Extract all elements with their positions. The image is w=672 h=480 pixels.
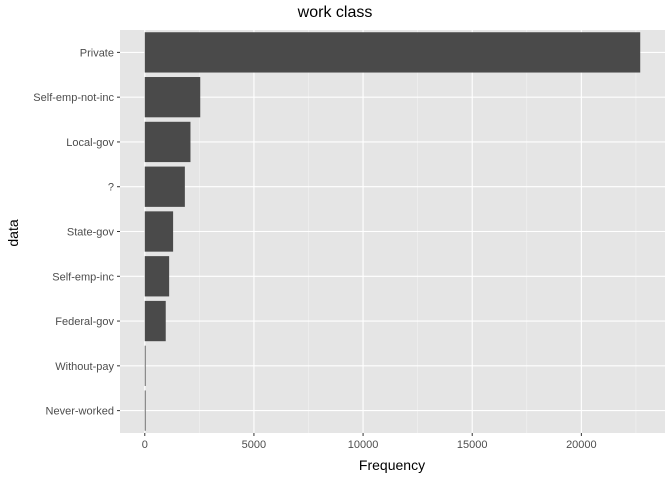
- bar-self-emp-not-inc: [144, 77, 201, 118]
- y-tick-label: Private: [80, 47, 114, 59]
- x-tick-label: 15000: [457, 439, 488, 451]
- x-tick-label: 5000: [242, 439, 266, 451]
- bar-without-pay: [144, 345, 146, 386]
- chart-title: work class: [297, 4, 373, 21]
- bar-self-emp-inc: [144, 256, 170, 297]
- bar-local-gov: [144, 121, 191, 163]
- x-tick-label: 20000: [566, 439, 597, 451]
- bar-: [144, 166, 185, 207]
- x-tick-label: 0: [142, 439, 148, 451]
- x-axis: 0 5000 10000 15000 20000: [142, 433, 597, 451]
- y-tick-label: Federal-gov: [55, 316, 114, 328]
- y-axis-title: data: [5, 219, 21, 246]
- y-tick-label: ?: [108, 182, 114, 194]
- x-tick-label: 10000: [348, 439, 379, 451]
- bar-state-gov: [144, 211, 174, 252]
- y-tick-label: Self-emp-inc: [52, 271, 114, 283]
- y-tick-label: Without-pay: [55, 361, 114, 373]
- bar-federal-gov: [144, 300, 166, 342]
- y-axis: Private Self-emp-not-inc Local-gov? State-g…: [33, 47, 120, 418]
- y-tick-label: Self-emp-not-inc: [33, 92, 114, 104]
- x-axis-title: Frequency: [359, 457, 425, 473]
- y-tick-label: Local-gov: [66, 137, 114, 149]
- bars: [144, 32, 641, 431]
- bar-never-worked: [144, 390, 146, 431]
- bar-private: [144, 32, 641, 73]
- y-tick-label: Never-worked: [46, 406, 114, 418]
- y-tick-label: State-gov: [67, 227, 115, 239]
